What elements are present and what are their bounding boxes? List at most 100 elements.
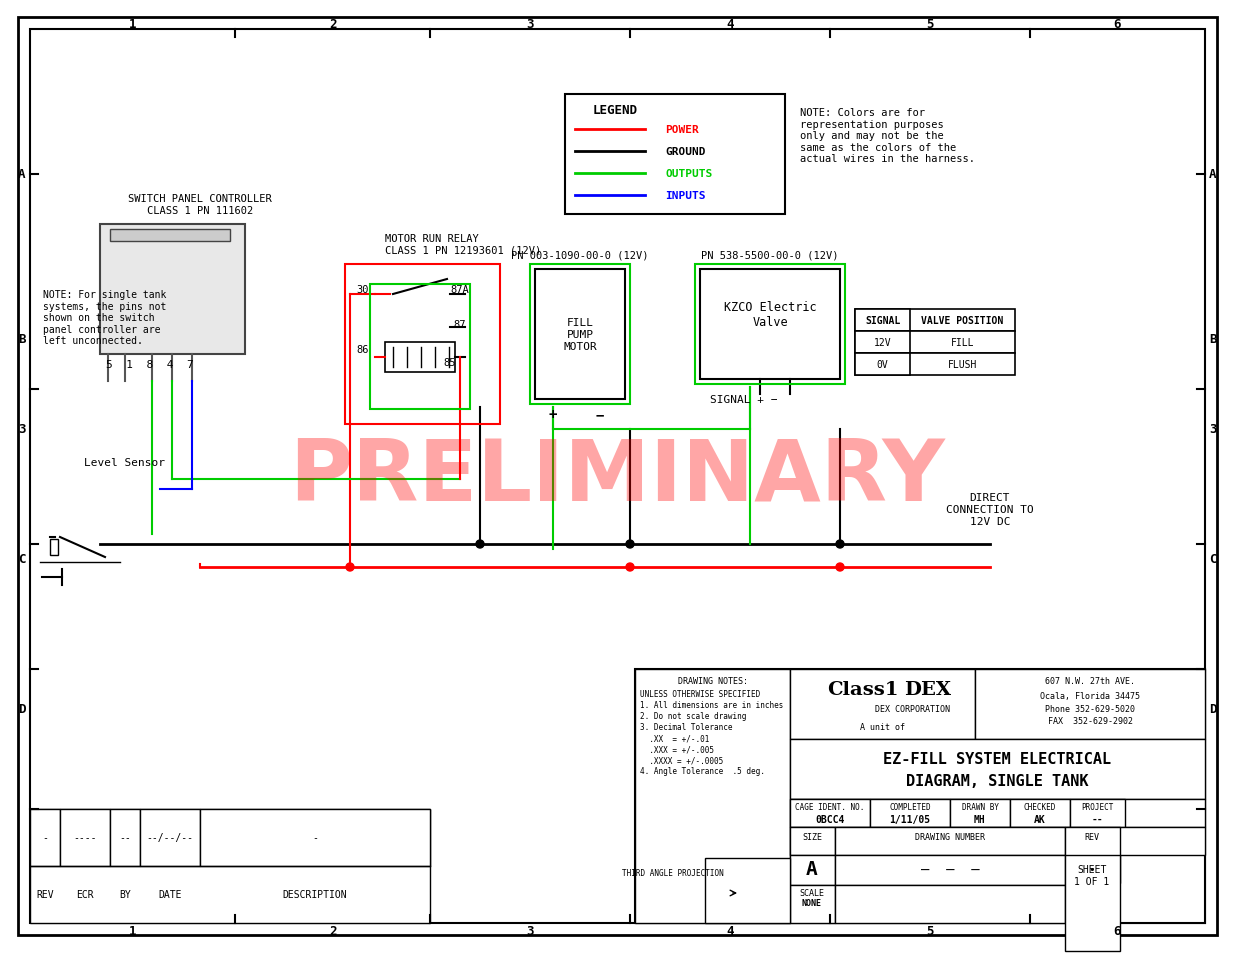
Text: DESCRIPTION: DESCRIPTION: [283, 889, 347, 900]
Bar: [100, 225, 245, 355]
Text: 3: 3: [19, 423, 26, 436]
Bar: [30, 809, 61, 866]
Circle shape: [626, 563, 634, 572]
Text: B: B: [19, 334, 26, 346]
Text: 6: 6: [1114, 18, 1121, 31]
Bar: [790, 855, 835, 885]
Text: 2: 2: [329, 924, 336, 938]
Text: 4: 4: [726, 18, 734, 31]
Circle shape: [158, 317, 182, 341]
Bar: [790, 827, 835, 855]
Bar: [61, 809, 110, 866]
Bar: [564, 95, 785, 214]
Text: 1/11/05: 1/11/05: [889, 814, 930, 824]
Circle shape: [120, 325, 130, 335]
Text: .XXX = +/-.005: .XXX = +/-.005: [640, 744, 714, 754]
Text: 5  1  8  4  7: 5 1 8 4 7: [106, 359, 194, 370]
Bar: [345, 265, 500, 424]
Text: A: A: [806, 860, 818, 879]
Text: 0V: 0V: [877, 359, 888, 370]
Bar: [855, 310, 1015, 332]
Bar: [1065, 855, 1120, 951]
Text: C: C: [1209, 553, 1216, 566]
Circle shape: [203, 317, 227, 341]
Text: NOTE: For single tank
systems, the pins not
shown on the switch
panel controller: NOTE: For single tank systems, the pins …: [43, 290, 167, 346]
Text: .XX  = +/-.01: .XX = +/-.01: [640, 734, 709, 742]
Text: MH: MH: [974, 814, 986, 824]
Text: 4. Angle Tolerance  .5 deg.: 4. Angle Tolerance .5 deg.: [640, 767, 764, 776]
Text: PN 003-1090-00-0 (12V): PN 003-1090-00-0 (12V): [511, 250, 648, 260]
Text: --/--/--: --/--/--: [147, 833, 194, 842]
Circle shape: [165, 245, 175, 254]
Text: 12V: 12V: [873, 337, 892, 348]
Circle shape: [165, 325, 175, 335]
Circle shape: [836, 563, 844, 572]
Text: INPUTS: INPUTS: [664, 191, 705, 201]
Bar: [200, 809, 430, 866]
Text: 5: 5: [926, 18, 934, 31]
Text: +: +: [548, 408, 557, 421]
Bar: [835, 885, 1065, 923]
Text: 6: 6: [1114, 924, 1121, 938]
Text: Level Sensor: Level Sensor: [84, 457, 165, 468]
Bar: [535, 270, 625, 399]
Text: -: -: [312, 833, 317, 842]
Circle shape: [120, 245, 130, 254]
Text: .XXXX = +/-.0005: .XXXX = +/-.0005: [640, 756, 724, 764]
Circle shape: [210, 285, 220, 294]
Text: A unit of: A unit of: [860, 722, 905, 732]
Text: --: --: [119, 833, 131, 842]
Text: C: C: [19, 553, 26, 566]
Text: 3: 3: [526, 18, 534, 31]
Text: A: A: [1209, 169, 1216, 181]
Bar: [700, 270, 840, 379]
Text: CAGE IDENT. NO.: CAGE IDENT. NO.: [795, 802, 864, 812]
Text: SIGNAL + −: SIGNAL + −: [710, 395, 778, 405]
Text: REV: REV: [36, 889, 54, 900]
Bar: [790, 669, 974, 740]
Text: ----: ----: [73, 833, 96, 842]
Bar: [110, 230, 230, 242]
Text: PN 538-5500-00-0 (12V): PN 538-5500-00-0 (12V): [701, 250, 839, 260]
Text: FLUSH: FLUSH: [947, 359, 977, 370]
Bar: [30, 809, 430, 923]
Text: BY: BY: [119, 889, 131, 900]
Text: SIZE: SIZE: [802, 833, 823, 841]
Circle shape: [626, 540, 634, 548]
Bar: [790, 800, 1205, 827]
Text: --: --: [1092, 814, 1103, 824]
Text: SWITCH PANEL CONTROLLER
CLASS 1 PN 111602: SWITCH PANEL CONTROLLER CLASS 1 PN 11160…: [128, 194, 272, 215]
Text: 86: 86: [357, 345, 369, 355]
Bar: [869, 800, 950, 827]
Circle shape: [203, 277, 227, 302]
Bar: [790, 885, 835, 923]
Bar: [835, 827, 1065, 855]
Circle shape: [210, 325, 220, 335]
Circle shape: [120, 285, 130, 294]
Text: MOTOR RUN RELAY
CLASS 1 PN 12193601 (12V): MOTOR RUN RELAY CLASS 1 PN 12193601 (12V…: [385, 233, 541, 255]
Text: 1: 1: [128, 924, 136, 938]
Text: FAX  352-629-2902: FAX 352-629-2902: [1047, 717, 1132, 726]
Text: 1. All dimensions are in inches: 1. All dimensions are in inches: [640, 700, 783, 710]
Bar: [855, 332, 910, 354]
Bar: [385, 343, 454, 373]
Text: AK: AK: [1034, 814, 1046, 824]
Bar: [855, 354, 910, 375]
Text: A: A: [19, 169, 26, 181]
Bar: [530, 265, 630, 405]
Circle shape: [40, 575, 44, 579]
Bar: [790, 800, 869, 827]
Circle shape: [112, 317, 137, 341]
Text: NOTE: Colors are for
representation purposes
only and may not be the
same as the: NOTE: Colors are for representation purp…: [800, 108, 974, 164]
Text: —  —  —: — — —: [920, 862, 979, 876]
Bar: [855, 310, 910, 332]
Text: NONE: NONE: [802, 899, 823, 907]
Text: Phone 352-629-5020: Phone 352-629-5020: [1045, 705, 1135, 714]
Text: POWER: POWER: [664, 125, 699, 135]
Text: 3: 3: [1209, 423, 1216, 436]
Text: Class1: Class1: [826, 680, 898, 699]
Text: B: B: [1209, 334, 1216, 346]
Text: 1: 1: [128, 18, 136, 31]
Circle shape: [390, 292, 396, 297]
Circle shape: [475, 540, 484, 548]
